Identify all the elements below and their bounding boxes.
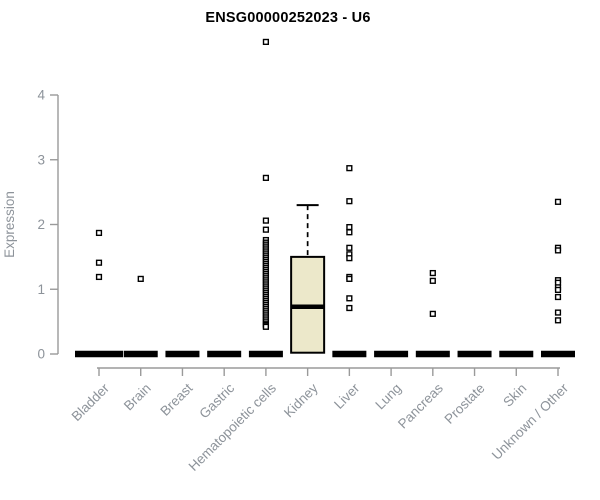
zero-bar <box>207 350 242 358</box>
data-point <box>262 38 270 46</box>
data-point <box>554 198 562 205</box>
zero-bar <box>123 350 158 358</box>
data-point <box>95 259 103 266</box>
y-tick-label: 3 <box>37 152 45 167</box>
x-tick-label: Lung <box>372 381 404 413</box>
data-point <box>429 269 436 277</box>
data-point <box>262 226 270 233</box>
data-point <box>262 174 270 181</box>
x-tick-label: Prostate <box>442 381 488 427</box>
data-point <box>346 304 353 312</box>
x-tick-label: Skin <box>500 381 529 410</box>
data-point <box>95 229 103 237</box>
y-tick-label: 1 <box>37 282 45 297</box>
data-point <box>554 293 562 301</box>
zero-bar <box>165 350 200 358</box>
zero-bar <box>374 350 409 358</box>
x-tick-label: Brain <box>121 381 154 414</box>
y-tick-label: 2 <box>37 217 45 232</box>
data-point <box>346 229 353 236</box>
data-point <box>429 310 436 317</box>
x-tick-label: Liver <box>331 380 363 412</box>
y-tick-label: 0 <box>37 347 45 362</box>
y-axis-title: Expression <box>2 191 17 258</box>
data-point <box>262 217 270 224</box>
y-tick-label: 4 <box>37 88 45 103</box>
data-point <box>346 165 353 172</box>
data-point <box>429 277 436 284</box>
zero-bar <box>248 350 283 358</box>
data-point <box>346 275 353 282</box>
x-tick-label: Kidney <box>281 380 321 420</box>
zero-bar <box>457 350 492 358</box>
zero-bar <box>499 350 534 358</box>
data-point <box>346 223 353 231</box>
data-point <box>137 275 144 282</box>
data-point <box>95 273 103 281</box>
zero-bar <box>415 350 450 358</box>
data-point <box>346 244 353 251</box>
chart-title: ENSG00000252023 - U6 <box>205 10 371 26</box>
data-point <box>346 295 353 302</box>
x-tick-label: Unknown / Other <box>489 380 572 463</box>
zero-bar <box>75 350 123 358</box>
data-point <box>554 247 562 254</box>
data-point <box>554 286 562 293</box>
x-tick-label: Gastric <box>196 380 237 421</box>
data-point <box>346 198 353 205</box>
data-point <box>346 255 353 262</box>
data-point <box>554 317 562 324</box>
x-tick-label: Breast <box>157 380 195 418</box>
data-point <box>554 309 562 316</box>
x-tick-label: Pancreas <box>395 380 446 431</box>
x-tick-label: Bladder <box>69 380 113 424</box>
data-point <box>262 323 270 330</box>
zero-bar <box>332 350 367 358</box>
zero-bar <box>541 350 575 358</box>
